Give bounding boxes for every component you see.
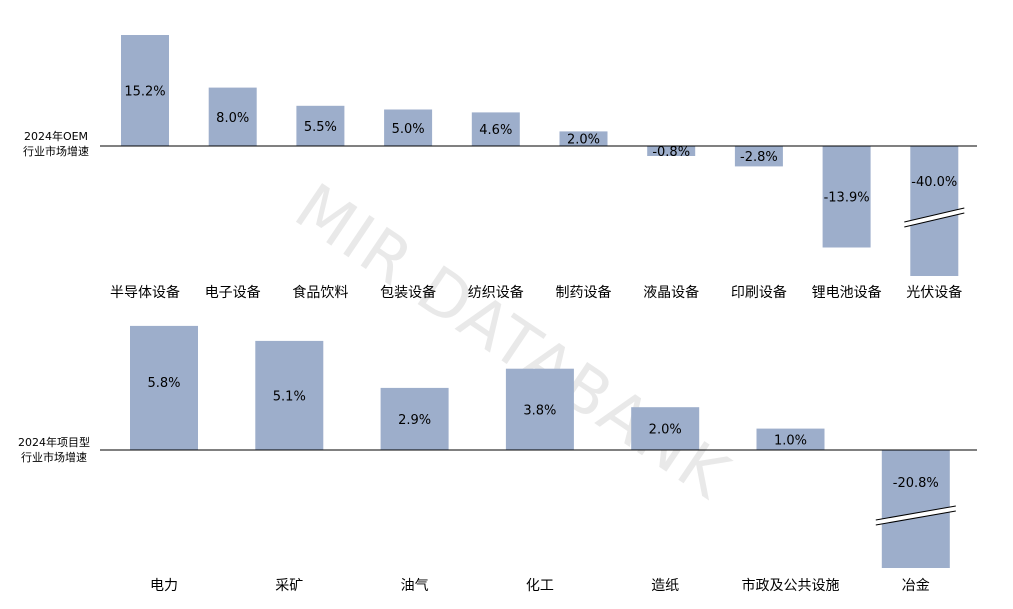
- data-label: 2.0%: [567, 133, 600, 148]
- bar: [255, 340, 324, 450]
- category-label: 市政及公共设施: [742, 577, 840, 594]
- data-label: 8.0%: [216, 111, 249, 126]
- data-label: 5.0%: [392, 122, 425, 137]
- data-label: -2.8%: [740, 150, 778, 165]
- bar: [756, 428, 825, 450]
- category-label: 食品饮料: [292, 284, 348, 301]
- watermark-text: MIR DATABANK: [282, 170, 742, 514]
- row-label-line: 2024年OEM: [24, 129, 88, 143]
- category-label: 纺织设备: [468, 284, 524, 301]
- data-label: 5.1%: [273, 389, 306, 404]
- axis-break-line: [875, 510, 956, 526]
- data-label: 4.6%: [479, 123, 512, 138]
- data-label: 1.0%: [774, 433, 807, 448]
- category-label: 冶金: [902, 578, 930, 594]
- category-label: 油气: [401, 578, 429, 594]
- category-label: 采矿: [275, 578, 303, 594]
- row-label-line: 行业市场增速: [21, 450, 87, 464]
- category-label: 锂电池设备: [812, 284, 882, 301]
- axis-break-gap: [875, 506, 956, 525]
- bar: [822, 146, 871, 248]
- data-label: 2.0%: [649, 423, 682, 438]
- bar: [559, 131, 608, 146]
- category-label: 造纸: [651, 578, 679, 594]
- category-label: 光伏设备: [906, 284, 962, 301]
- watermark-layer: MIR DATABANK: [282, 170, 742, 514]
- axis-break-line: [904, 207, 965, 223]
- axis-break-gap: [904, 208, 965, 227]
- axis-break-line: [904, 212, 965, 228]
- data-label: 3.8%: [523, 403, 556, 418]
- bar: [380, 387, 449, 450]
- bar: [647, 146, 696, 156]
- data-label: -13.9%: [824, 191, 870, 206]
- plots-layer: 2024年OEM行业市场增速15.2%半导体设备8.0%电子设备5.5%食品饮料…: [18, 35, 977, 594]
- data-label: -40.0%: [911, 175, 957, 190]
- category-label: 半导体设备: [110, 284, 180, 301]
- bar: [296, 105, 345, 146]
- row-label-line: 2024年项目型: [18, 435, 90, 449]
- axis-break-line: [875, 505, 956, 521]
- row-label-line: 行业市场增速: [23, 144, 89, 158]
- bar: [208, 87, 257, 146]
- bar: [505, 368, 574, 450]
- data-label: -20.8%: [893, 476, 939, 491]
- category-label: 化工: [526, 578, 554, 594]
- bar: [631, 407, 700, 450]
- data-label: 15.2%: [124, 85, 165, 100]
- bar: [471, 112, 520, 146]
- category-label: 包装设备: [380, 284, 436, 301]
- data-label: 5.8%: [147, 376, 180, 391]
- bar: [121, 35, 169, 146]
- data-label: 5.5%: [304, 120, 337, 135]
- category-label: 电力: [150, 578, 178, 594]
- category-label: 印刷设备: [731, 284, 787, 301]
- data-label: 2.9%: [398, 413, 431, 428]
- category-label: 电子设备: [205, 284, 261, 301]
- category-label: 液晶设备: [643, 284, 699, 301]
- bar: [734, 146, 783, 167]
- bar: [384, 109, 433, 146]
- data-label: -0.8%: [652, 145, 690, 160]
- category-label: 制药设备: [556, 284, 612, 301]
- bar: [130, 325, 198, 450]
